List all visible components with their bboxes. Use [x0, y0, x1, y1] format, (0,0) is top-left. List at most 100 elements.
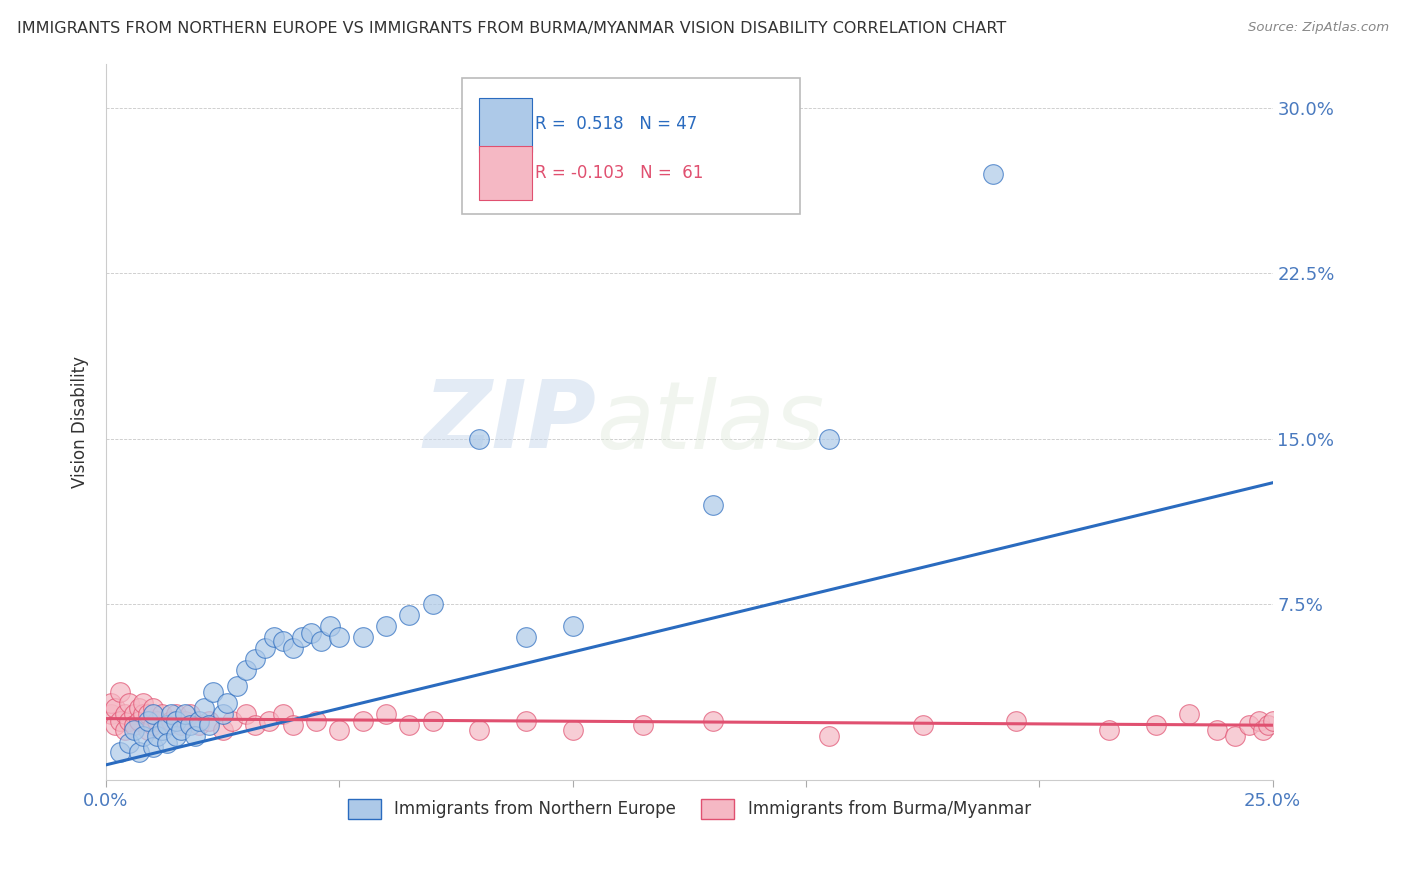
- Point: [118, 714, 141, 728]
- Point: [217, 696, 239, 710]
- Point: [561, 619, 583, 633]
- Point: [374, 619, 396, 633]
- Point: [179, 707, 201, 722]
- Point: [631, 718, 654, 732]
- Text: IMMIGRANTS FROM NORTHERN EUROPE VS IMMIGRANTS FROM BURMA/MYANMAR VISION DISABILI: IMMIGRANTS FROM NORTHERN EUROPE VS IMMIG…: [17, 21, 1007, 36]
- Point: [174, 714, 197, 728]
- Point: [100, 707, 122, 722]
- Point: [155, 736, 177, 750]
- Point: [235, 707, 257, 722]
- Point: [818, 432, 841, 446]
- Point: [160, 714, 183, 728]
- Point: [1225, 729, 1247, 743]
- Point: [169, 723, 191, 737]
- Point: [122, 723, 145, 737]
- Point: [197, 714, 219, 728]
- Point: [197, 718, 219, 732]
- Point: [245, 652, 267, 666]
- Point: [319, 619, 342, 633]
- Point: [142, 740, 165, 755]
- FancyBboxPatch shape: [479, 98, 531, 153]
- Point: [165, 729, 187, 743]
- Point: [1098, 723, 1121, 737]
- Point: [150, 707, 173, 722]
- Point: [128, 714, 150, 728]
- Point: [1177, 707, 1199, 722]
- Point: [515, 714, 537, 728]
- Point: [165, 714, 187, 728]
- Point: [561, 723, 583, 737]
- Legend: Immigrants from Northern Europe, Immigrants from Burma/Myanmar: Immigrants from Northern Europe, Immigra…: [340, 792, 1038, 826]
- Point: [108, 685, 131, 699]
- Y-axis label: Vision Disability: Vision Disability: [72, 356, 89, 488]
- Point: [122, 718, 145, 732]
- Point: [305, 714, 328, 728]
- Point: [352, 630, 374, 644]
- Point: [468, 432, 491, 446]
- Point: [122, 707, 145, 722]
- Point: [981, 167, 1004, 181]
- Point: [104, 718, 127, 732]
- Point: [1257, 718, 1279, 732]
- Point: [225, 679, 247, 693]
- Point: [422, 714, 444, 728]
- Point: [271, 634, 294, 648]
- Point: [235, 663, 257, 677]
- Point: [142, 707, 165, 722]
- Point: [398, 607, 420, 622]
- Point: [160, 707, 183, 722]
- Point: [281, 641, 304, 656]
- Text: R =  0.518   N = 47: R = 0.518 N = 47: [536, 115, 697, 133]
- Point: [291, 630, 314, 644]
- Point: [118, 696, 141, 710]
- Point: [299, 625, 322, 640]
- Text: R = -0.103   N =  61: R = -0.103 N = 61: [536, 164, 703, 182]
- Point: [257, 714, 280, 728]
- Point: [271, 707, 294, 722]
- Point: [155, 718, 177, 732]
- Point: [193, 700, 215, 714]
- Point: [309, 634, 332, 648]
- Point: [155, 718, 177, 732]
- Point: [114, 707, 136, 722]
- Text: atlas: atlas: [596, 376, 824, 467]
- Point: [136, 707, 159, 722]
- Point: [328, 630, 350, 644]
- Point: [422, 597, 444, 611]
- Point: [1144, 718, 1167, 732]
- Point: [188, 718, 211, 732]
- Point: [174, 707, 197, 722]
- Point: [468, 723, 491, 737]
- Point: [104, 700, 127, 714]
- Point: [702, 498, 724, 512]
- FancyBboxPatch shape: [479, 146, 531, 200]
- Point: [183, 729, 205, 743]
- Point: [374, 707, 396, 722]
- Point: [211, 707, 233, 722]
- Point: [515, 630, 537, 644]
- Point: [245, 718, 267, 732]
- Point: [108, 745, 131, 759]
- Point: [136, 723, 159, 737]
- Point: [911, 718, 934, 732]
- Point: [132, 696, 155, 710]
- Point: [328, 723, 350, 737]
- Point: [179, 718, 201, 732]
- Point: [188, 714, 211, 728]
- Point: [108, 714, 131, 728]
- Point: [221, 714, 243, 728]
- Point: [702, 714, 724, 728]
- Point: [253, 641, 276, 656]
- Point: [150, 723, 173, 737]
- Point: [146, 714, 169, 728]
- Point: [202, 685, 225, 699]
- Point: [132, 729, 155, 743]
- Point: [132, 707, 155, 722]
- FancyBboxPatch shape: [461, 78, 800, 214]
- Point: [128, 745, 150, 759]
- Point: [1205, 723, 1227, 737]
- Point: [142, 718, 165, 732]
- Point: [281, 718, 304, 732]
- Text: ZIP: ZIP: [423, 376, 596, 468]
- Point: [263, 630, 285, 644]
